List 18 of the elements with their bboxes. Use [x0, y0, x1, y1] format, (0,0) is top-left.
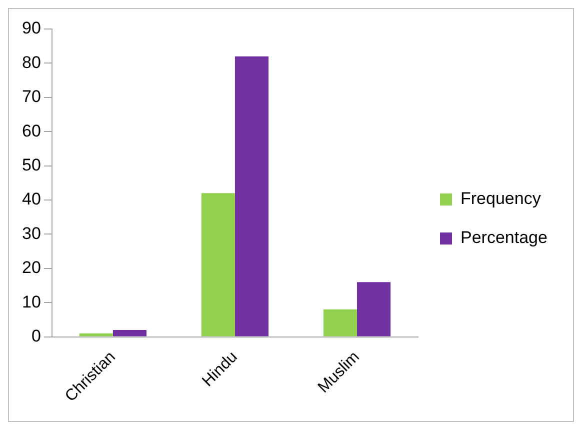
y-tick-label: 40: [22, 190, 41, 209]
y-tick-label: 10: [22, 292, 41, 312]
bar: [323, 309, 357, 336]
y-tick-label: 80: [22, 52, 41, 72]
bar: [356, 282, 391, 336]
bar: [201, 193, 235, 336]
y-tick-label: 60: [22, 121, 41, 140]
legend-label: Frequency: [460, 189, 542, 208]
legend-label: Percentage: [460, 228, 548, 248]
bar: [79, 333, 113, 336]
bar: [112, 330, 146, 336]
y-tick-label: 0: [31, 326, 41, 346]
y-tick-label: 90: [22, 18, 41, 38]
y-tick-label: 30: [22, 224, 41, 243]
y-tick-label: 20: [22, 258, 41, 278]
bar: [234, 56, 269, 336]
y-tick-label: 70: [22, 87, 41, 106]
y-tick-label: 50: [22, 155, 41, 174]
